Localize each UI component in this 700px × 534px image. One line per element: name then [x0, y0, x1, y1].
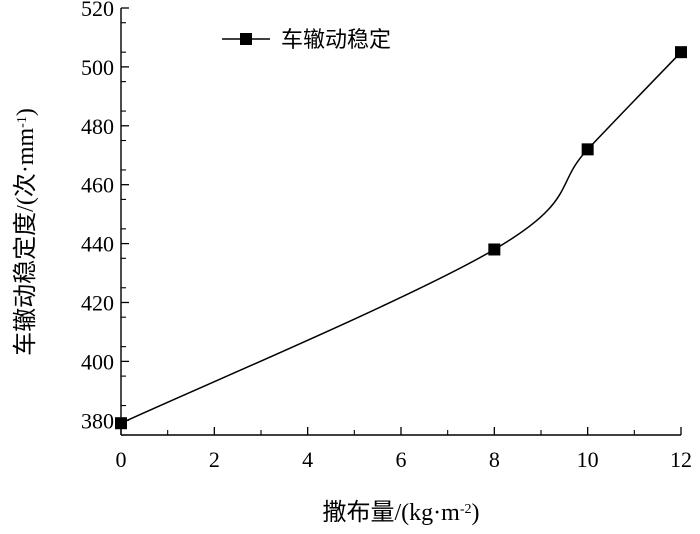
x-tick-label: 10: [577, 447, 599, 472]
axes: [120, 8, 681, 436]
x-axis-label-main: 撒布量/(kg·m: [323, 499, 461, 526]
x-axis-label-tail: ): [472, 500, 480, 526]
data-point: [115, 417, 127, 430]
y-tick-label: 520: [81, 0, 114, 21]
legend-label: 车辙动稳定: [281, 27, 391, 52]
legend-marker: [240, 33, 252, 45]
y-tick-label: 460: [81, 173, 114, 198]
y-tick-label: 420: [81, 290, 114, 315]
x-tick-label: 8: [489, 447, 500, 472]
y-axis-label-main: 车辙动稳定度/(次·mm: [12, 128, 39, 356]
x-tick-label: 4: [302, 447, 313, 472]
y-tick-label: 380: [81, 408, 114, 433]
data-point: [675, 46, 687, 59]
data-point: [488, 243, 501, 256]
y-tick-label: 440: [81, 232, 114, 257]
ticks: 380 400 420 440 460 480 500 520 0 2 4 6 8 10 12: [81, 0, 692, 472]
legend: 车辙动稳定: [222, 27, 391, 52]
x-tick-label: 0: [116, 447, 127, 472]
y-axis-label-sup: -1: [15, 116, 30, 128]
series-layer: [115, 46, 687, 430]
y-axis-label: 车辙动稳定度/(次·mm-1): [12, 108, 39, 356]
y-tick-label: 400: [81, 349, 114, 374]
x-axis-label-sup: -2: [460, 502, 472, 517]
y-tick-label: 480: [81, 114, 114, 139]
data-point: [581, 143, 594, 156]
series-line: [120, 51, 682, 424]
x-tick-label: 12: [670, 447, 692, 472]
x-axis-label: 撒布量/(kg·m-2): [323, 499, 480, 526]
y-tick-label: 500: [81, 55, 114, 80]
y-axis-label-tail: ): [13, 108, 39, 116]
x-tick-label: 6: [396, 447, 407, 472]
x-tick-label: 2: [209, 447, 220, 472]
